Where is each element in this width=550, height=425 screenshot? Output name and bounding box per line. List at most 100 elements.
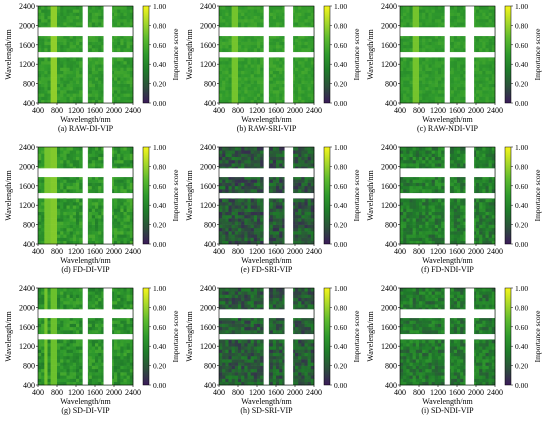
heatmap-cell [482, 41, 486, 46]
heatmap-cell [298, 205, 302, 209]
heatmap-cell [57, 211, 61, 216]
heatmap-cell [234, 150, 239, 154]
heatmap-cell [120, 48, 124, 52]
heatmap-cell [225, 73, 229, 78]
heatmap-cell [415, 218, 420, 222]
heatmap-cell [295, 237, 299, 242]
heatmap-cell [412, 163, 417, 167]
heatmap-cell [66, 218, 70, 222]
heatmap-cell [453, 73, 458, 78]
heatmap-cell [57, 224, 61, 229]
heatmap-cell [453, 70, 458, 75]
heatmap-cell [412, 9, 417, 13]
heatmap-cell [257, 179, 261, 183]
heatmap-cell [244, 176, 248, 180]
heatmap-cell [95, 25, 99, 29]
heatmap-cell [260, 12, 264, 16]
heatmap-cell [88, 67, 93, 71]
heatmap-cell [269, 166, 274, 170]
heatmap-cell [295, 198, 299, 203]
heatmap-cell [38, 150, 42, 154]
heatmap-cell [63, 153, 67, 157]
heatmap-cell [453, 48, 458, 52]
heatmap-cell [66, 41, 70, 46]
heatmap-cell [409, 15, 413, 20]
heatmap-cell [126, 179, 131, 183]
heatmap-cell [434, 77, 439, 81]
heatmap-cell [438, 96, 442, 101]
heatmap-cell [457, 64, 461, 68]
heatmap-cell [453, 60, 458, 65]
heatmap-cell [47, 6, 51, 10]
heatmap-cell [282, 18, 286, 23]
heatmap-cell [238, 159, 242, 164]
heatmap-cell [307, 163, 312, 167]
heatmap-cell [415, 231, 420, 235]
heatmap-cell [117, 25, 121, 29]
heatmap-cell [98, 35, 102, 39]
heatmap-cell [463, 48, 467, 52]
heatmap-cell [403, 182, 407, 187]
heatmap-cell [117, 67, 121, 71]
heatmap-cell [479, 70, 483, 75]
heatmap-cell [282, 15, 286, 20]
heatmap-cell [431, 83, 436, 88]
heatmap-cell [250, 234, 255, 238]
heatmap-cell [41, 153, 45, 157]
heatmap-cell [310, 211, 315, 216]
heatmap-cell [253, 96, 258, 101]
heatmap-cell [66, 64, 70, 68]
heatmap-cell [301, 80, 305, 84]
heatmap-cell [403, 198, 407, 203]
heatmap-cell [419, 67, 423, 71]
heatmap-cell [301, 166, 305, 170]
heatmap-cell [307, 182, 312, 187]
heatmap-cell [50, 77, 55, 81]
heatmap-cell [476, 73, 480, 78]
heatmap-cell [101, 41, 105, 46]
heatmap-cell [114, 163, 118, 167]
heatmap-cell [69, 163, 74, 167]
heatmap-cell [304, 159, 308, 164]
heatmap-cell [47, 77, 51, 81]
heatmap-cell [450, 90, 455, 94]
heatmap-cell [291, 214, 296, 219]
x-axis-label: Wavelength/nm [422, 115, 473, 124]
heatmap-cell [44, 38, 48, 42]
heatmap-cell [422, 12, 426, 16]
heatmap-cell [44, 70, 48, 75]
heatmap-cell [301, 224, 305, 229]
colorbar [142, 5, 150, 104]
heatmap-cell [422, 234, 426, 238]
heatmap-cell [269, 96, 274, 101]
heatmap-cell [406, 15, 410, 20]
heatmap-cell [295, 25, 299, 29]
heatmap-cell [91, 44, 96, 49]
heatmap-cell [310, 70, 315, 75]
heatmap-cell [98, 182, 102, 187]
heatmap-cell [279, 224, 283, 229]
heatmap-cell [228, 96, 232, 101]
heatmap-cell [247, 15, 251, 20]
heatmap-cell [291, 211, 296, 216]
heatmap-cell [123, 44, 127, 49]
heatmap-cell [244, 64, 248, 68]
heatmap-cell [257, 211, 261, 216]
heatmap-cell [307, 159, 312, 164]
heatmap-cell [41, 234, 45, 238]
heatmap-cell [438, 9, 442, 13]
heatmap-cell [60, 77, 64, 81]
heatmap-cell [276, 86, 280, 91]
heatmap-cell [406, 38, 410, 42]
heatmap-cell [66, 221, 70, 225]
heatmap-cell [241, 214, 245, 219]
heatmap-cell [409, 182, 413, 187]
heatmap-cell [400, 234, 404, 238]
heatmap-cell [241, 166, 245, 170]
heatmap-cell [238, 163, 242, 167]
heatmap-cell [295, 57, 299, 62]
heatmap-cell [225, 70, 229, 75]
heatmap-cell [244, 38, 248, 42]
heatmap-cell [409, 38, 413, 42]
heatmap-cell [126, 18, 131, 23]
